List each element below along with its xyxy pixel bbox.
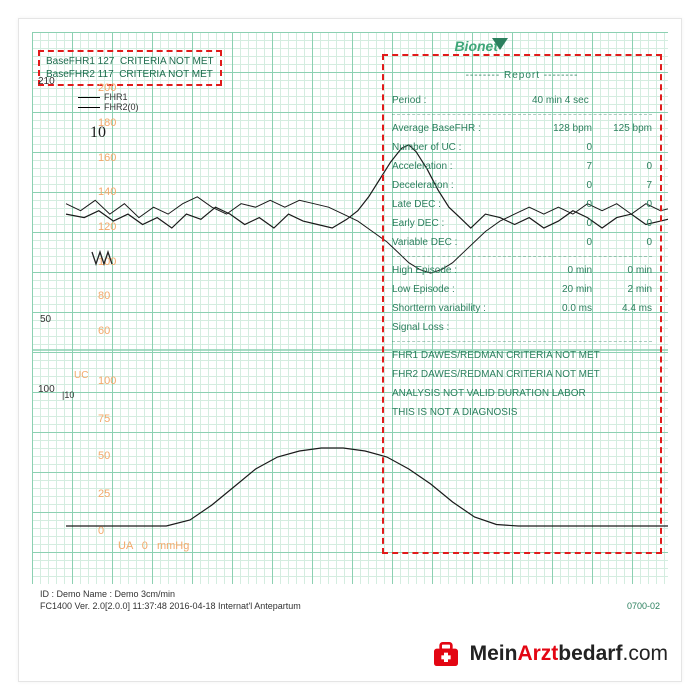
report-row: High Episode :0 min0 min: [392, 261, 652, 280]
report-row: Deceleration :07: [392, 176, 652, 195]
printout-footer: ID : Demo Name : Demo 3cm/min FC1400 Ver…: [32, 584, 668, 618]
brand-mid: Arzt: [517, 642, 558, 665]
brand-pre: Mein: [470, 642, 518, 665]
report-note: ANALYSIS NOT VALID DURATION LABOR: [392, 384, 652, 403]
ua-label: UA: [118, 540, 133, 552]
report-note: THIS IS NOT A DIAGNOSIS: [392, 403, 652, 422]
product-image: Bionet BaseFHR1 127 CRITERIA NOT MET Bas…: [0, 0, 700, 700]
report-row: Acceleration :70: [392, 157, 652, 176]
medkit-icon: [430, 638, 462, 670]
report-panel: -------- Report -------- Period :40 min …: [382, 54, 662, 554]
uc-label: UC: [74, 370, 88, 381]
report-title-text: Report: [504, 70, 540, 81]
report-row: Shortterm variability :0.0 ms4.4 ms: [392, 299, 652, 318]
uc-cal-mark: |10: [62, 390, 74, 400]
report-row: Early DEC :00: [392, 214, 652, 233]
uc-tick: 75: [98, 413, 110, 425]
ctg-printout: Bionet BaseFHR1 127 CRITERIA NOT MET Bas…: [32, 32, 668, 618]
uc-tick: 50: [98, 450, 110, 462]
uc-tick: 0: [98, 525, 104, 537]
footer-line1: ID : Demo Name : Demo 3cm/min: [40, 588, 660, 600]
report-row: Low Episode :20 min2 min: [392, 280, 652, 299]
report-row: Number of UC :0: [392, 138, 652, 157]
report-row: Average BaseFHR :128 bpm125 bpm: [392, 119, 652, 138]
period-value: 40 min 4 sec: [532, 91, 652, 110]
vendor-watermark: MeinArztbedarf.com: [430, 638, 668, 670]
report-row: Variable DEC :00: [392, 233, 652, 252]
report-row: Late DEC :00: [392, 195, 652, 214]
report-title: -------- Report --------: [392, 66, 652, 85]
brand-post: bedarf: [558, 642, 622, 665]
footer-code: 0700-02: [627, 600, 660, 612]
period-label: Period :: [392, 91, 532, 110]
report-note: FHR1 DAWES/REDMAN CRITERIA NOT MET: [392, 346, 652, 365]
report-row: Signal Loss :: [392, 318, 652, 337]
brand-tld: .com: [622, 642, 668, 665]
uc-tick: 25: [98, 488, 110, 500]
report-note: FHR2 DAWES/REDMAN CRITERIA NOT MET: [392, 365, 652, 384]
ua-value: 0: [142, 540, 148, 552]
uc-scale-left: 100: [38, 384, 55, 395]
ua-unit: mmHg: [157, 540, 189, 552]
uc-tick: 100: [98, 375, 116, 387]
footer-line2: FC1400 Ver. 2.0[2.0.0] 11:37:48 2016-04-…: [40, 600, 301, 612]
ua-readout: UA 0 mmHg: [118, 540, 189, 552]
